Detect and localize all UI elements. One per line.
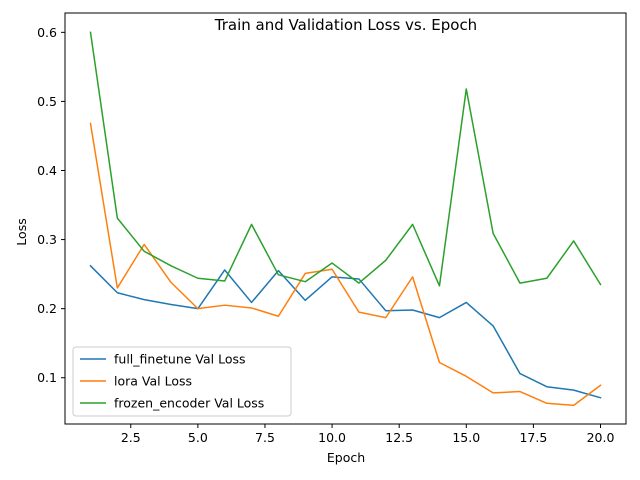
x-tick-label: 10.0 — [318, 430, 346, 445]
legend-label: lora Val Loss — [114, 374, 192, 389]
y-tick-label: 0.4 — [37, 163, 57, 178]
x-tick-label: 5.0 — [188, 430, 208, 445]
plot-frame — [64, 12, 627, 425]
x-tick-label: 15.0 — [452, 430, 480, 445]
legend: full_finetune Val Loss lora Val Loss froze… — [72, 346, 292, 417]
y-tick-label: 0.6 — [37, 25, 57, 40]
y-axis-ticks: 0.1 0.2 0.3 0.4 0.5 0.6 — [37, 25, 65, 385]
series-line-lora-val-loss — [89, 122, 602, 407]
y-tick-label: 0.1 — [37, 370, 57, 385]
x-tick-label: 7.5 — [255, 430, 275, 445]
y-tick-label: 0.2 — [37, 301, 57, 316]
x-tick-label: 2.5 — [121, 430, 141, 445]
legend-label: frozen_encoder Val Loss — [114, 396, 264, 411]
y-tick-label: 0.5 — [37, 94, 57, 109]
x-tick-label: 12.5 — [385, 430, 413, 445]
x-axis-label: Epoch — [327, 450, 365, 465]
x-tick-label: 20.0 — [587, 430, 615, 445]
series-line-full-finetune-val-loss — [89, 264, 602, 399]
legend-box — [72, 346, 292, 417]
x-axis-ticks: 2.5 5.0 7.5 10.0 12.5 15.0 17.5 20.0 — [121, 424, 615, 445]
series-line-frozen-encoder-val-loss — [89, 31, 602, 287]
y-tick-label: 0.3 — [37, 232, 57, 247]
series-layer — [89, 31, 602, 407]
chart-title: Train and Validation Loss vs. Epoch — [214, 16, 477, 34]
y-axis-label: Loss — [14, 218, 29, 245]
x-tick-label: 17.5 — [519, 430, 547, 445]
legend-label: full_finetune Val Loss — [114, 352, 246, 367]
